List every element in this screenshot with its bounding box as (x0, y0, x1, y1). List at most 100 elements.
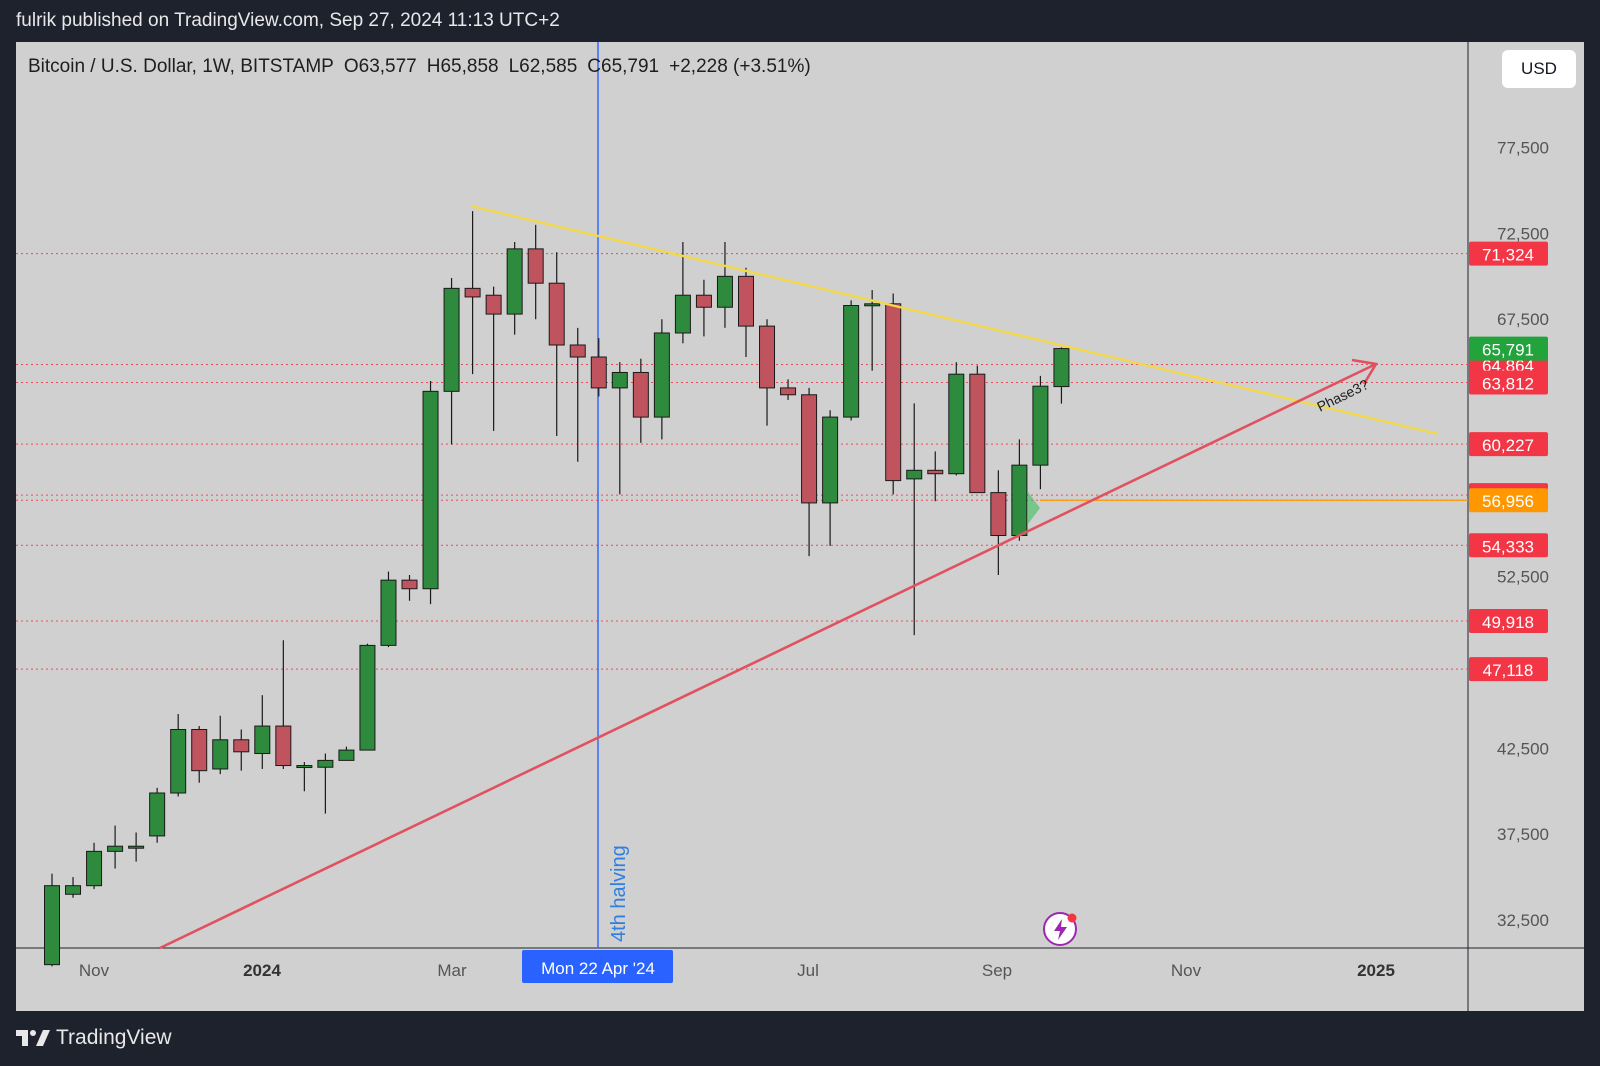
publish-header: fulrik published on TradingView.com, Sep… (16, 10, 560, 31)
legend-symbol: Bitcoin / U.S. Dollar, 1W, BITSTAMP (28, 56, 334, 77)
candle[interactable] (86, 850, 103, 887)
candle[interactable] (737, 275, 754, 327)
candle[interactable] (695, 294, 712, 308)
candle[interactable] (716, 275, 733, 308)
candle[interactable] (843, 305, 860, 418)
price-tag (1469, 533, 1548, 558)
candle[interactable] (506, 248, 523, 315)
candle[interactable] (485, 294, 502, 315)
y-tick-label: 77,500 (1497, 139, 1549, 158)
halving-label: 4th halving (608, 845, 630, 942)
time-cursor-tag (522, 950, 673, 983)
candle[interactable] (464, 287, 481, 298)
price-tag (1469, 370, 1548, 395)
candle[interactable] (317, 759, 334, 768)
candle[interactable] (191, 728, 208, 772)
arrow-head-icon (1351, 358, 1379, 385)
price-tag-label: 47,118 (1483, 661, 1534, 680)
candle[interactable] (443, 287, 460, 392)
legend-change: +2,228 (+3.51%) (669, 56, 811, 77)
candle[interactable] (254, 725, 271, 755)
price-tag-label: 63,812 (1482, 375, 1534, 394)
footer-brand: TradingView (56, 1026, 172, 1049)
candle[interactable] (632, 371, 649, 418)
candle[interactable] (969, 373, 986, 494)
candle[interactable] (611, 371, 628, 389)
price-tag (1469, 241, 1548, 266)
y-tick-label: 52,500 (1497, 568, 1549, 587)
candle[interactable] (1053, 348, 1070, 388)
candle[interactable] (864, 303, 881, 307)
candle[interactable] (653, 332, 670, 418)
candle[interactable] (822, 416, 839, 504)
x-tick-label: Sep (982, 961, 1012, 980)
candle[interactable] (527, 248, 544, 284)
legend-close: C65,791 (587, 56, 660, 77)
y-tick-label: 37,500 (1497, 825, 1549, 844)
candle[interactable] (1011, 464, 1028, 537)
red-trendline[interactable] (159, 362, 1377, 950)
candle[interactable] (906, 469, 923, 480)
candle[interactable] (885, 303, 902, 482)
legend-high: H65,858 (426, 56, 499, 77)
candle[interactable] (170, 728, 187, 794)
time-axis[interactable] (16, 948, 1584, 1011)
ohlc-legend: Bitcoin / U.S. Dollar, 1W, BITSTAMP O63,5… (28, 56, 821, 78)
candle[interactable] (674, 294, 691, 334)
tradingview-logo-icon (16, 1030, 50, 1046)
candle[interactable] (590, 356, 607, 389)
candle[interactable] (801, 394, 818, 504)
yellow-trendline[interactable] (470, 204, 1439, 436)
candlestick-chart[interactable]: 4th halvingPhase3?77,50072,50067,50052,5… (16, 42, 1584, 1011)
signal-marker-icon (1028, 492, 1040, 524)
candle[interactable] (948, 373, 965, 475)
candle[interactable] (927, 469, 944, 475)
candle[interactable] (44, 885, 60, 966)
x-tick-label: Nov (1171, 961, 1202, 980)
candle[interactable] (569, 344, 586, 358)
candle[interactable] (548, 282, 565, 346)
candle[interactable] (275, 725, 292, 767)
candle[interactable] (380, 579, 397, 646)
candle[interactable] (1032, 385, 1049, 466)
price-tag-label: 56,956 (1482, 492, 1534, 511)
price-tag-label: 49,918 (1482, 613, 1534, 632)
candle[interactable] (401, 579, 418, 590)
x-tick-label: Jul (797, 961, 819, 980)
price-tag-label: 71,324 (1482, 246, 1534, 265)
candle[interactable] (233, 739, 250, 753)
chart-area[interactable]: 4th halving Phase3? 77,500 72,500 67,500 52,5… (16, 42, 1584, 1011)
y-tick-label: 67,500 (1497, 310, 1549, 329)
y-tick-label: 42,500 (1497, 739, 1549, 758)
candle[interactable] (990, 492, 1007, 537)
candle[interactable] (65, 885, 82, 895)
price-tag-label: 54,333 (1482, 537, 1534, 556)
candle[interactable] (149, 792, 166, 837)
candle[interactable] (107, 845, 124, 852)
candle[interactable] (780, 387, 797, 396)
currency-button[interactable]: USD (1502, 50, 1576, 88)
x-tick-label: Nov (79, 961, 110, 980)
price-tag (1469, 432, 1548, 457)
candle[interactable] (759, 325, 776, 389)
x-tick-label: 2025 (1357, 961, 1395, 980)
footer: TradingView (16, 1026, 172, 1050)
current-price-label: 65,791 (1482, 341, 1534, 360)
legend-low: L62,585 (508, 56, 578, 77)
x-tick-label: Mar (437, 961, 467, 980)
candle[interactable] (338, 749, 355, 761)
lightning-icon (1054, 919, 1067, 940)
candle[interactable] (128, 845, 145, 849)
candle[interactable] (296, 765, 313, 769)
candle[interactable] (212, 739, 229, 770)
y-tick-label: 32,500 (1497, 911, 1549, 930)
candle[interactable] (422, 390, 439, 590)
time-cursor-label: Mon 22 Apr '24 (541, 959, 655, 978)
candle[interactable] (359, 644, 376, 751)
x-tick-label: 2024 (243, 961, 281, 980)
price-tag (1469, 657, 1548, 682)
legend-open: O63,577 (343, 56, 417, 77)
current-price-tag (1469, 336, 1548, 361)
notification-dot-icon (1067, 913, 1077, 923)
price-tag-label: 60,227 (1482, 436, 1534, 455)
